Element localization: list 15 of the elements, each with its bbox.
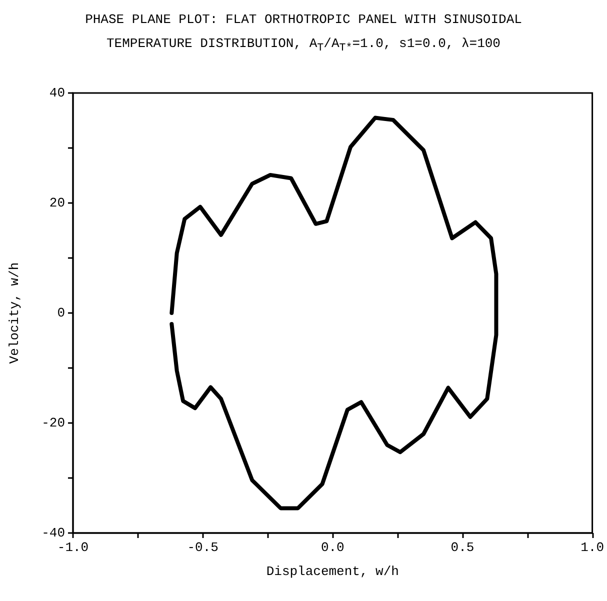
y-tick-label: 40 bbox=[49, 86, 65, 100]
x-tick-label: 0.0 bbox=[320, 540, 344, 555]
y-tick-label: -40 bbox=[42, 526, 65, 540]
y-tick-label: -20 bbox=[42, 416, 65, 430]
x-tick-label: 0.5 bbox=[450, 540, 474, 555]
chart-title: PHASE PLANE PLOT: FLAT ORTHOTROPIC PANEL WITH SINUSOIDAL bbox=[84, 11, 523, 29]
y-tick-label: 20 bbox=[49, 196, 65, 210]
x-axis-title: Displacement, w/h bbox=[266, 564, 399, 579]
x-tick-label: -0.5 bbox=[187, 540, 218, 555]
line-series bbox=[170, 116, 498, 510]
x-tick-label: -1.0 bbox=[57, 540, 89, 555]
x-tick-label: 1.0 bbox=[580, 540, 604, 555]
chart-subtitle: TEMPERATURE DISTRIBUTION, A$_{T}$/A$_{T*}$=1.0, s1=0.0, λ=100 bbox=[106, 35, 502, 57]
y-axis-title: Velocity, w/h bbox=[7, 262, 22, 364]
y-tick-label: 0 bbox=[57, 306, 65, 320]
